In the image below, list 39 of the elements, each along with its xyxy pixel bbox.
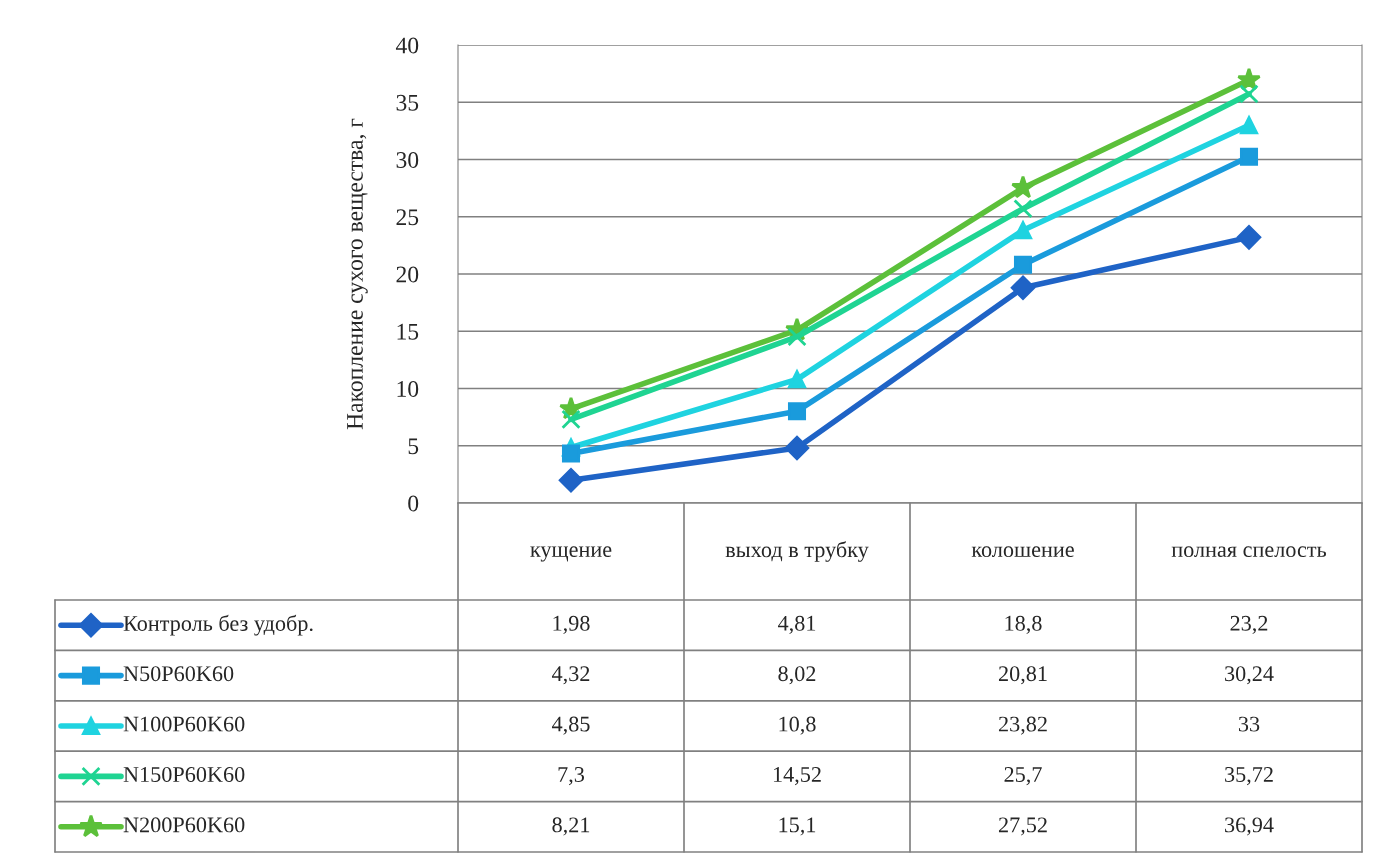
data-label: 14,52 (773, 767, 821, 786)
data-label: 27,52 (998, 817, 1047, 836)
x-tick-label: выход в трубку (725, 541, 869, 562)
data-label: 35,72 (1225, 767, 1273, 786)
data-label: 23,2 (1230, 615, 1268, 634)
y-tick-label: 30 (396, 151, 419, 168)
data-label: 8,02 (778, 666, 816, 685)
data-label: 10,8 (779, 716, 816, 735)
y-axis-title: Накопление сухого вещества, г (347, 118, 368, 430)
data-label: 20,81 (998, 666, 1047, 685)
y-tick-label: 40 (395, 37, 419, 54)
data-label: 1,98 (553, 615, 590, 634)
y-tick-label: 35 (396, 94, 419, 111)
y-tick-label: 5 (408, 438, 419, 455)
data-label: 7,3 (558, 767, 585, 786)
data-label: 30,24 (1225, 666, 1274, 685)
data-label: 8,21 (552, 817, 590, 836)
data-label: 23,82 (998, 716, 1047, 735)
data-label: 25,7 (1004, 767, 1042, 786)
legend-label: Контроль без удобр. (123, 614, 313, 636)
y-tick-label: 15 (397, 323, 419, 340)
y-tick-label: 20 (396, 266, 419, 283)
data-label: 18,8 (1005, 615, 1042, 634)
data-label: 15,1 (779, 817, 816, 836)
y-tick-label: 0 (408, 495, 419, 512)
legend-label: N150P60K60 (123, 766, 245, 782)
y-tick-label: 10 (397, 380, 419, 397)
x-tick-label: полная спелость (1171, 546, 1327, 558)
y-tick-label: 25 (396, 209, 419, 226)
legend-label: N50P60K60 (123, 666, 234, 682)
data-label: 4,85 (551, 716, 590, 735)
data-label: 33 (1238, 716, 1260, 732)
x-tick-label: колошение (971, 546, 1074, 558)
legend-label: N100P60K60 (123, 716, 245, 732)
data-label: 4,32 (551, 666, 590, 685)
x-tick-label: кущение (530, 546, 612, 562)
data-label: 36,94 (1225, 817, 1274, 836)
legend-label: N200P60K60 (123, 817, 245, 833)
data-label: 4,81 (777, 615, 816, 634)
